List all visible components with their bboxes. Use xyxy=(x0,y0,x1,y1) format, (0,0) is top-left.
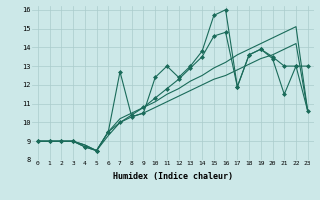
X-axis label: Humidex (Indice chaleur): Humidex (Indice chaleur) xyxy=(113,172,233,181)
